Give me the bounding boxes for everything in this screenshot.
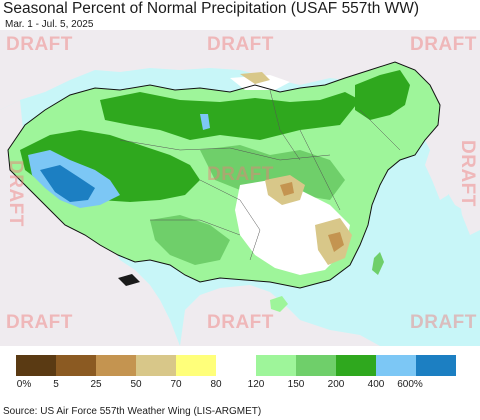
legend-swatch — [376, 355, 416, 376]
legend-swatch — [296, 355, 336, 376]
legend-tick-label: 5 — [53, 379, 59, 390]
legend-swatch — [56, 355, 96, 376]
drought-patch — [118, 274, 140, 286]
legend-swatch — [216, 355, 256, 376]
legend-tick-label: 120 — [247, 379, 265, 390]
wet-heavy-north — [100, 92, 360, 140]
color-legend — [16, 355, 456, 376]
watermark-bottom-right: DRAFT — [410, 312, 477, 333]
extreme-wet-tibet — [40, 165, 95, 202]
legend-swatch — [176, 355, 216, 376]
watermark-center: DRAFT — [207, 164, 274, 185]
legend-tick-label: 50 — [130, 379, 142, 390]
precipitation-map: DRAFT DRAFT DRAFT DRAFT DRAFT DRAFT DRAF… — [0, 30, 480, 346]
hainan — [270, 296, 288, 312]
outside-land-west — [0, 100, 180, 346]
legend-swatch — [336, 355, 376, 376]
wet-heavy-northeast — [355, 70, 410, 120]
outside-land-korea — [425, 150, 452, 200]
watermark-bottom-center: DRAFT — [207, 312, 274, 333]
dry-mid-central — [280, 182, 294, 196]
legend-tick-label: 80 — [210, 379, 222, 390]
province-lines — [119, 89, 401, 261]
watermark-top-right: DRAFT — [410, 34, 477, 55]
very-wet-lake — [200, 114, 210, 130]
watermark-bottom-left: DRAFT — [6, 312, 73, 333]
wet-mid-south — [150, 215, 230, 265]
legend-tick-label: 400 — [367, 379, 385, 390]
legend-swatch — [256, 355, 296, 376]
date-range: Mar. 1 - Jul. 5, 2025 — [5, 19, 94, 30]
watermark-left-vertical: DRAFT — [5, 160, 26, 227]
map-canvas — [0, 30, 480, 346]
taiwan — [372, 252, 384, 275]
source-credit: Source: US Air Force 557th Weather Wing … — [3, 406, 262, 417]
legend-tick-label: 70 — [170, 379, 182, 390]
legend-tick-label: 200 — [327, 379, 345, 390]
wet-mid-central — [200, 145, 345, 200]
legend-swatch — [16, 355, 56, 376]
legend-ticks: 0% 5 25 50 70 80 120 150 200 400 600% — [0, 379, 480, 393]
legend-tick-label: 150 — [287, 379, 305, 390]
legend-swatch — [416, 355, 456, 376]
watermark-right-vertical: DRAFT — [457, 140, 478, 207]
national-boundary — [7, 61, 441, 289]
outside-land-japan — [455, 150, 480, 235]
dry-mid-southeast — [328, 232, 344, 252]
map-title: Seasonal Percent of Normal Precipitation… — [3, 0, 420, 17]
legend-swatch — [136, 355, 176, 376]
legend-tick-label: 0% — [16, 379, 32, 390]
watermark-top-center: DRAFT — [207, 34, 274, 55]
outside-land-southeast-asia — [180, 285, 380, 346]
legend-swatch — [96, 355, 136, 376]
watermark-top-left: DRAFT — [6, 34, 73, 55]
legend-tick-label: 25 — [90, 379, 102, 390]
legend-tick-label: 600% — [397, 379, 423, 390]
dry-light-north — [240, 72, 270, 84]
